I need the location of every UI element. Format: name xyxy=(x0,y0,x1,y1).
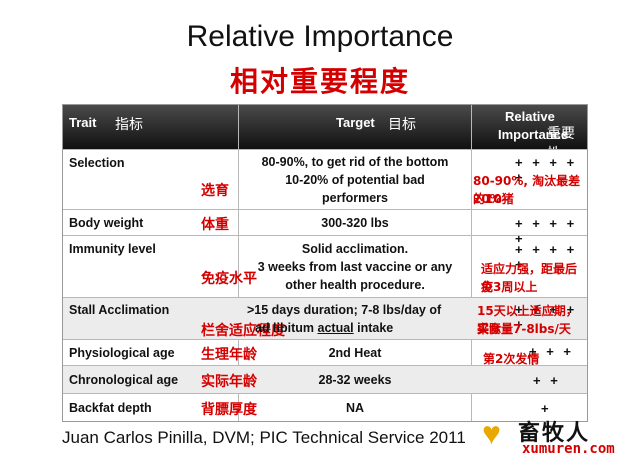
trait-chinese: 生理年龄 xyxy=(201,347,257,363)
trait-chinese: 栏舍适应程度 xyxy=(201,323,285,339)
target-line: 3 weeks from last vaccine or any xyxy=(257,260,453,274)
target-text: intake xyxy=(353,321,394,335)
target-line: 28-32 weeks xyxy=(318,373,392,387)
trait-label: Physiological age xyxy=(69,346,175,360)
target-line: performers xyxy=(322,191,388,205)
trait-label: Stall Acclimation xyxy=(69,303,170,317)
target-line: >15 days duration; 7-8 lbs/day of xyxy=(247,303,442,317)
slide-title-chinese: 相对重要程度 xyxy=(229,65,410,98)
trait-label: Immunity level xyxy=(69,242,156,256)
importance-rating: + + + + + xyxy=(515,155,578,185)
importance-note: 15天以上适应期，实际 xyxy=(477,304,578,336)
trait-label: Selection xyxy=(69,156,125,170)
target-text: ad libitum xyxy=(255,321,318,335)
table-row: Body weight 体重 300-320 lbs + + + + + xyxy=(63,209,587,246)
trait-chinese: 实际年龄 xyxy=(201,374,257,390)
header-target: Target xyxy=(336,115,375,130)
slide-title: Relative Importance xyxy=(186,20,454,53)
header-importance: Importance xyxy=(498,127,569,142)
trait-chinese: 体重 xyxy=(201,217,229,233)
header-trait-chinese: 指标 xyxy=(115,116,143,132)
target-line: NA xyxy=(345,401,365,415)
header-trait: Trait xyxy=(69,115,97,130)
target-line: other health procedure. xyxy=(285,278,425,292)
table-header: Trait 指标 Target 目标 Relative Importance 重… xyxy=(63,105,587,161)
table-row: Stall Acclimation 栏舍适应程度 >15 days durati… xyxy=(63,297,587,340)
heart-logo-icon: ♥ xyxy=(482,415,501,451)
table-row: Chronological age 实际年龄 28-32 weeks + + xyxy=(63,365,587,394)
table-row: Physiological age 生理年龄 2nd Heat + + + + … xyxy=(63,339,587,374)
citation: Juan Carlos Pinilla, DVM; PIC Technical … xyxy=(62,428,466,447)
importance-rating: + + + + + xyxy=(515,302,578,332)
importance-rating: + xyxy=(541,401,552,416)
table-row: Backfat depth 背膘厚度 NA + xyxy=(63,393,587,422)
trait-label: Backfat depth xyxy=(69,401,152,415)
importance-rating: + + + + + xyxy=(515,242,578,272)
importance-table: Trait 指标 Target 目标 Relative Importance 重… xyxy=(62,104,588,422)
target-emphasis: actual xyxy=(317,321,354,335)
trait-chinese: 免疫水平 xyxy=(201,271,257,287)
trait-label: Body weight xyxy=(69,216,144,230)
table-row: Selection 选育 80-90%, to get rid of the b… xyxy=(63,149,587,210)
target-line: 10-20% of potential bad xyxy=(285,173,425,187)
target-line: Solid acclimation. xyxy=(301,242,409,256)
column-divider xyxy=(471,105,472,421)
importance-note: 适应力强，距最后免 xyxy=(481,262,578,294)
header-target-chinese: 目标 xyxy=(388,116,416,132)
importance-note: 20%猪 xyxy=(473,192,514,206)
trait-chinese: 背膘厚度 xyxy=(201,402,257,418)
importance-note: 第2次发情 xyxy=(483,352,540,366)
xumuren-logo: ♥ 畜牧人 xumuren.com xyxy=(482,413,637,460)
importance-rating: + + + + + xyxy=(515,216,578,246)
target-line: 80-90%, to get rid of the bottom xyxy=(261,155,449,169)
importance-note: 疫3周以上 xyxy=(481,280,538,294)
target-line: 300-320 lbs xyxy=(321,216,389,230)
logo-name: 畜牧人 xyxy=(518,421,591,446)
target-line: ad libitum actual intake xyxy=(255,321,393,335)
trait-label: Chronological age xyxy=(69,373,179,387)
header-relative: Relative xyxy=(505,109,555,124)
importance-note: 80-90%, 淘汰最差的10- xyxy=(473,174,581,206)
table-row: Immunity level 免疫水平 Solid acclimation. 3… xyxy=(63,235,587,298)
importance-rating: + + xyxy=(533,373,561,388)
logo-url: xumuren.com xyxy=(522,441,615,457)
column-divider xyxy=(238,105,239,421)
target-line: 2nd Heat xyxy=(328,346,382,360)
importance-note: 采食量7-8lbs/天 xyxy=(477,322,571,336)
trait-chinese: 选育 xyxy=(201,183,229,199)
